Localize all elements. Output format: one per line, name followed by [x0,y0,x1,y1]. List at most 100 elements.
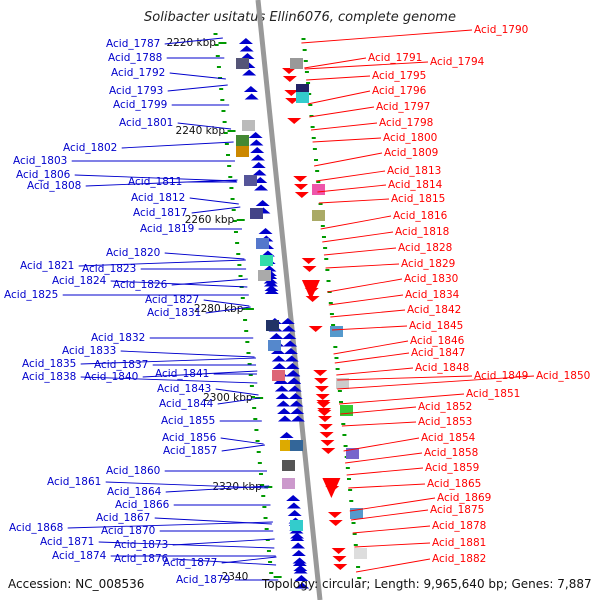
gene-label-left: Acid_1823 [82,263,136,275]
gene-arrow-right [333,564,348,570]
gene-leader-line [317,184,387,193]
gene-leader-line [172,558,277,566]
gene-leader-line [85,179,238,187]
gene-label-right: Acid_1830 [404,273,458,285]
gene-arrow-left [250,147,265,153]
gene-arrow-right [325,486,340,492]
gene-leader-line [333,340,409,355]
gene-arrow-right [332,556,347,562]
gene-leader-line [142,370,258,378]
gene-label-left: Acid_1867 [96,512,150,524]
gene-arrow-right [301,258,316,264]
gene-label-left: Acid_1856 [162,432,217,444]
gene-arrow-left [290,408,305,414]
gene-arrow-left [272,363,287,369]
gene-leader-line [315,170,386,182]
gene-label-right: Acid_1818 [395,226,449,238]
gene-label-left: Acid_1787 [106,38,160,50]
gene-leader-line [330,309,406,318]
gene-arrow-left [291,542,306,549]
gene-arrow-left [287,510,302,516]
gene-label-right: Acid_1882 [432,553,486,565]
gene-label-left: Acid_1827 [145,294,199,306]
gene-arrow-left [264,285,279,291]
gene-label-left: Acid_1879 [176,574,230,586]
gene-leader-line [345,452,423,464]
gene-arrow-left [242,69,257,76]
gene-leader-line [340,406,417,415]
gene-feature-box [236,58,249,69]
gene-arrow-right [331,548,346,554]
accession-label: Accession: NC_008536 [8,577,145,591]
gene-label-left: Acid_1861 [47,476,101,488]
gene-leader-line [217,397,261,405]
gene-feature-box [282,460,295,471]
gene-leader-line [346,467,424,476]
gene-leader-line [171,278,248,286]
gene-arrow-right [293,176,308,182]
gene-label-right: Acid_1795 [372,70,426,82]
gene-leader-line [350,509,429,521]
gene-label-right: Acid_1852 [418,401,472,413]
gene-leader-line [121,141,234,149]
gene-feature-box [312,210,325,221]
gene-arrow-left [293,567,308,574]
gene-label-left: Acid_1808 [27,180,81,192]
gene-leader-line [328,294,404,306]
gene-feature-box [266,320,279,331]
right-gene-labels: Acid_1790 Acid_1791 Acid_1794 Acid_1795 Acid… [301,24,590,573]
gene-label-left: Acid_1820 [106,247,160,259]
genome-axis [255,0,323,600]
gene-leader-line [337,375,535,390]
gene-leader-line [310,122,378,131]
gene-leader-line [304,57,367,69]
gene-leader-line [325,263,400,269]
gene-arrow-left [288,393,303,399]
gene-label-right: Acid_1815 [391,193,445,205]
gene-label-right: Acid_1796 [372,85,427,97]
gene-label-right: Acid_1881 [432,537,486,549]
gene-leader-line [105,481,269,489]
gene-label-left: Acid_1841 [155,368,209,380]
gene-arrow-left [280,318,295,324]
gene-arrow-left [277,415,292,422]
gene-feature-box [296,84,309,95]
gene-feature-box [236,146,249,157]
gene-label-right: Acid_1809 [384,147,438,159]
gene-leader-line [215,388,259,396]
gene-label-left: Acid_1801 [119,117,173,129]
gene-label-left: Acid_1855 [161,415,215,427]
gene-arrow-left [290,415,305,422]
gene-label-right: Acid_1853 [418,416,472,428]
gene-leader-line [80,376,258,384]
gene-arrow-left [248,132,263,138]
gene-arrow-left [286,370,301,376]
gene-label-right: Acid_1850 [536,370,590,382]
gene-label-right: Acid_1851 [466,388,520,400]
gene-leader-line [154,517,272,525]
gene-label-left: Acid_1857 [163,445,217,457]
gene-label-right: Acid_1848 [415,362,469,374]
gene-label-right: Acid_1845 [409,320,463,332]
gene-arrow-left [287,385,302,392]
gene-label-right: Acid_1854 [421,432,476,444]
gene-arrow-left [289,400,304,407]
gene-label-left: Acid_1871 [40,536,94,548]
gene-arrow-left [279,432,294,438]
gene-label-right: Acid_1800 [383,132,437,144]
gene-leader-line [189,197,239,205]
gene-leader-line [304,61,429,70]
gene-arrow-left [295,582,310,589]
gene-feature-box [280,440,293,451]
gene-label-right: Acid_1846 [410,335,465,347]
gene-label-left: Acid_1831 [147,307,201,319]
gene-leader-line [67,521,273,529]
gene-label-left: Acid_1799 [113,99,167,111]
gene-arrow-left [276,400,291,407]
gene-leader-line [169,72,226,80]
gene-label-left: Acid_1868 [9,522,63,534]
gene-arrow-left [239,45,254,52]
gene-leader-line [74,174,237,182]
gene-feature-box [258,270,271,281]
gene-leader-line [337,375,473,381]
